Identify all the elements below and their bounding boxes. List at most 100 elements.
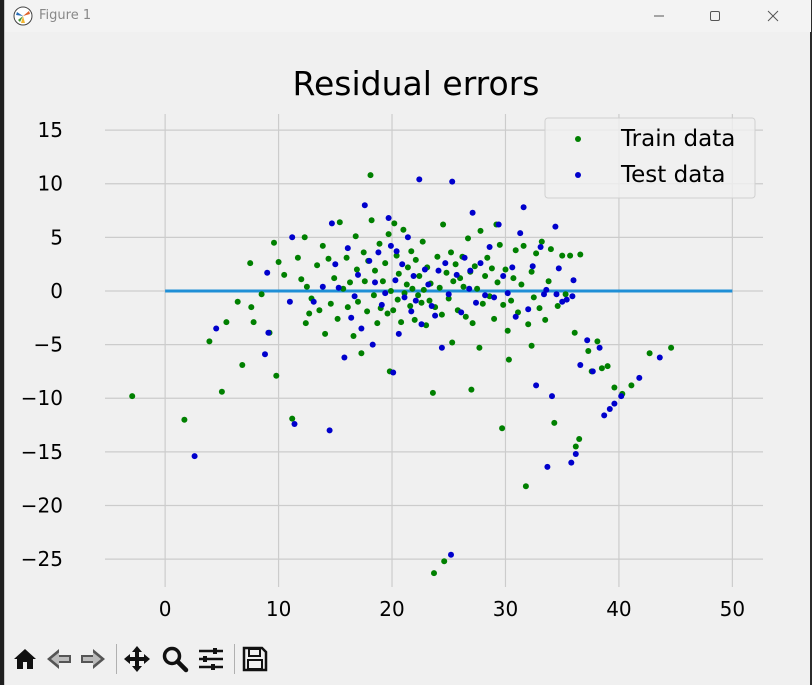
test-point (495, 221, 502, 228)
maximize-icon (710, 11, 720, 21)
test-point (341, 354, 348, 361)
train-point (408, 248, 415, 255)
test-point (392, 277, 399, 284)
train-point (554, 303, 561, 309)
test-point (517, 230, 524, 237)
y-tick-label: 10 (38, 172, 63, 196)
train-point (367, 172, 374, 179)
train-point (494, 279, 501, 286)
test-point (525, 306, 532, 313)
test-point (569, 293, 576, 300)
test-point (570, 277, 577, 284)
test-point (520, 204, 527, 211)
train-point (628, 382, 635, 389)
train-point (281, 271, 288, 278)
test-point (563, 296, 570, 303)
train-point (572, 443, 579, 450)
save-button[interactable] (239, 642, 271, 676)
y-tick-label: −10 (21, 386, 63, 410)
train-point (343, 254, 350, 261)
train-point (409, 285, 416, 292)
back-button[interactable] (43, 642, 75, 676)
test-point (445, 291, 452, 298)
train-point (426, 297, 433, 304)
y-tick-label: −25 (21, 547, 63, 571)
train-point (358, 350, 365, 357)
test-point (361, 202, 368, 209)
train-point (314, 262, 321, 269)
zoom-button[interactable] (159, 642, 191, 676)
train-point (499, 425, 506, 432)
test-point (482, 292, 489, 299)
train-point (302, 320, 309, 327)
train-point (431, 570, 437, 577)
navigation-toolbar (5, 638, 811, 682)
test-point (378, 301, 385, 308)
train-point (412, 256, 419, 263)
forward-icon (81, 649, 105, 669)
train-point (423, 322, 430, 329)
train-point (327, 300, 334, 307)
maximize-button[interactable] (687, 0, 743, 32)
test-point (596, 344, 603, 351)
matplotlib-app-icon (13, 6, 33, 26)
test-point (395, 330, 402, 337)
test-point (466, 285, 473, 292)
plot-canvas[interactable]: Residual errors 0 10 20 30 40 50151050−5−10−1… (5, 32, 805, 632)
y-tick-label: 0 (50, 279, 63, 303)
train-point (355, 298, 361, 305)
train-point (322, 330, 329, 337)
train-point (395, 270, 402, 277)
train-point (364, 308, 371, 315)
test-point (618, 393, 625, 400)
train-point (436, 284, 443, 291)
train-point (340, 285, 347, 292)
test-point (438, 344, 445, 351)
home-button[interactable] (9, 642, 41, 676)
test-point (473, 299, 479, 306)
train-point (542, 316, 549, 323)
configure-subplots-button[interactable] (195, 642, 227, 676)
test-point (401, 294, 408, 301)
train-point (611, 384, 618, 391)
train-point (218, 388, 225, 395)
test-point (328, 220, 335, 227)
minimize-button[interactable] (631, 0, 687, 32)
legend-marker-test (575, 172, 581, 178)
train-point (443, 269, 450, 276)
train-point (520, 242, 527, 249)
test-point (500, 273, 507, 279)
train-point (420, 286, 427, 293)
train-point (441, 558, 448, 565)
configure-subplots-icon (199, 648, 223, 670)
test-point (264, 269, 271, 276)
forward-button[interactable] (77, 642, 109, 676)
train-point (404, 264, 411, 271)
train-point (350, 333, 357, 339)
train-point (181, 416, 188, 423)
train-point (275, 259, 282, 265)
train-point (474, 285, 481, 292)
test-point (332, 261, 339, 268)
test-point (382, 290, 389, 297)
title-bar[interactable]: Figure 1 (5, 0, 811, 32)
train-point (585, 348, 592, 354)
train-point (518, 281, 525, 288)
train-point (250, 319, 257, 326)
train-point (319, 242, 326, 249)
train-point (505, 356, 512, 363)
train-point (547, 246, 554, 253)
test-point (555, 265, 562, 272)
train-point (598, 365, 605, 372)
background-window-edge (0, 0, 6, 685)
close-button[interactable] (745, 0, 801, 32)
train-point (289, 415, 296, 422)
train-point (530, 294, 537, 301)
pan-button[interactable] (121, 642, 153, 676)
test-point (416, 176, 423, 183)
train-point (239, 362, 246, 368)
test-point (491, 294, 498, 301)
test-point (355, 271, 361, 278)
train-point (379, 278, 386, 285)
train-point (370, 292, 377, 299)
